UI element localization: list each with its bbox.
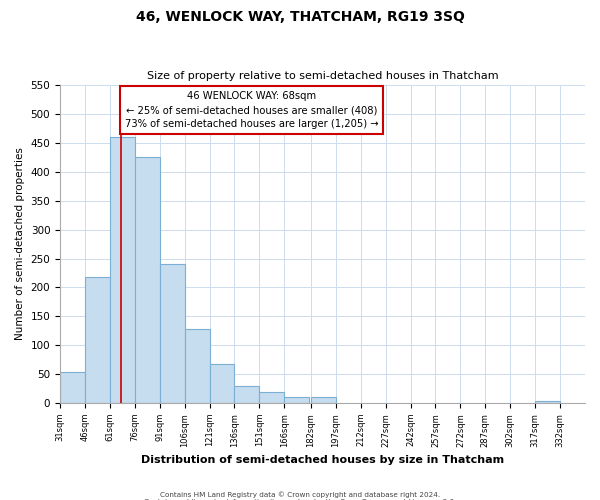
Bar [160, 264, 185, 403]
Text: 46 WENLOCK WAY: 68sqm
← 25% of semi-detached houses are smaller (408)
73% of sem: 46 WENLOCK WAY: 68sqm ← 25% of semi-deta… [125, 92, 379, 130]
Bar [535, 402, 560, 403]
Bar [85, 277, 110, 403]
Text: 46, WENLOCK WAY, THATCHAM, RG19 3SQ: 46, WENLOCK WAY, THATCHAM, RG19 3SQ [136, 10, 464, 24]
Bar [235, 386, 259, 403]
Text: Contains public sector information licensed under the Open Government Licence v3: Contains public sector information licen… [144, 499, 456, 500]
Bar [110, 137, 135, 403]
Bar [284, 398, 309, 403]
Bar [259, 392, 284, 403]
Bar [185, 329, 209, 403]
Bar [60, 372, 85, 403]
Bar [209, 364, 235, 403]
Y-axis label: Number of semi-detached properties: Number of semi-detached properties [15, 148, 25, 340]
Title: Size of property relative to semi-detached houses in Thatcham: Size of property relative to semi-detach… [147, 72, 499, 82]
Bar [311, 398, 336, 403]
Bar [135, 158, 160, 403]
Text: Contains HM Land Registry data © Crown copyright and database right 2024.: Contains HM Land Registry data © Crown c… [160, 491, 440, 498]
X-axis label: Distribution of semi-detached houses by size in Thatcham: Distribution of semi-detached houses by … [141, 455, 504, 465]
